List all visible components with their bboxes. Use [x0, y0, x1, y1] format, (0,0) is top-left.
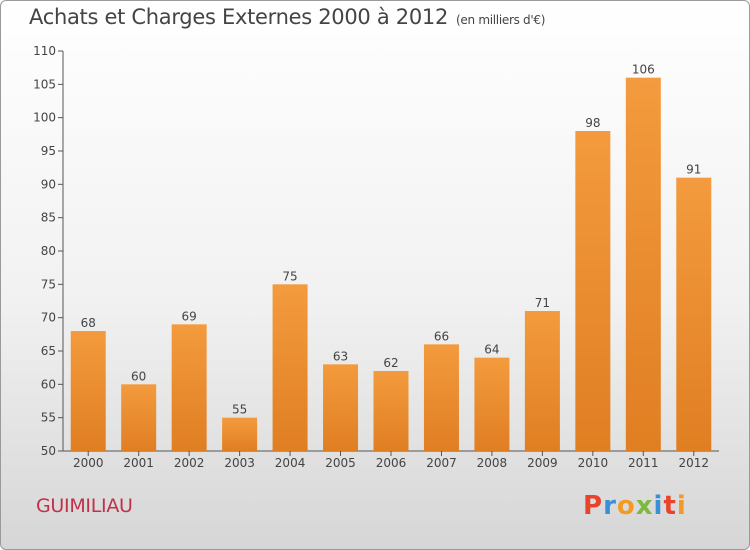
bar-value-label: 62 [383, 356, 398, 370]
commune-name: GUIMILIAU [36, 495, 133, 517]
bar-value-label: 64 [484, 343, 499, 357]
x-tick-label: 2004 [275, 456, 306, 470]
bar-value-label: 68 [81, 316, 96, 330]
y-tick-label: 100 [33, 111, 56, 125]
bar-value-label: 55 [232, 403, 247, 417]
bar [524, 311, 560, 451]
chart-title-text: Achats et Charges Externes 2000 à 2012 [29, 5, 449, 29]
bar-value-label: 106 [632, 63, 655, 77]
bar-value-label: 71 [535, 296, 550, 310]
y-tick-label: 50 [41, 444, 56, 458]
x-tick-label: 2011 [628, 456, 659, 470]
y-tick-label: 80 [41, 244, 56, 258]
x-tick-label: 2000 [73, 456, 104, 470]
y-tick-label: 105 [33, 77, 56, 91]
brand-letter: i [676, 491, 687, 521]
x-tick-label: 2010 [578, 456, 609, 470]
bar [423, 344, 459, 451]
bar [575, 131, 611, 451]
bar [323, 364, 359, 451]
bar [121, 384, 157, 451]
brand-letter: x [635, 491, 654, 521]
bar [171, 324, 207, 451]
chart-subtitle: (en milliers d'€) [456, 13, 546, 27]
y-tick-label: 90 [41, 177, 56, 191]
x-tick-label: 2005 [325, 456, 356, 470]
bar [222, 417, 258, 451]
brand-letter: P [583, 491, 604, 521]
proxiti-logo: Proxiti [583, 491, 687, 521]
chart-title: Achats et Charges Externes 2000 à 2012 (e… [29, 5, 545, 29]
bar-value-label: 98 [585, 116, 600, 130]
y-tick-label: 65 [41, 344, 56, 358]
x-tick-label: 2008 [477, 456, 508, 470]
bar-value-label: 69 [182, 309, 197, 323]
bar-value-label: 75 [282, 269, 297, 283]
bar [272, 284, 308, 451]
bar [373, 371, 409, 451]
brand-letter: t [663, 491, 677, 521]
x-tick-label: 2006 [376, 456, 407, 470]
y-tick-label: 55 [41, 411, 56, 425]
y-tick-label: 70 [41, 311, 56, 325]
bar [70, 331, 106, 451]
bar-value-label: 60 [131, 369, 146, 383]
y-tick-label: 60 [41, 377, 56, 391]
bar [676, 177, 712, 451]
brand-letter: o [616, 491, 636, 521]
x-tick-label: 2009 [527, 456, 558, 470]
bar-value-label: 63 [333, 349, 348, 363]
x-tick-label: 2003 [224, 456, 255, 470]
x-tick-label: 2002 [174, 456, 205, 470]
y-tick-label: 75 [41, 277, 56, 291]
x-tick-label: 2012 [678, 456, 709, 470]
brand-letter: r [603, 491, 617, 521]
x-tick-label: 2001 [123, 456, 154, 470]
y-tick-label: 110 [33, 44, 56, 58]
bar-value-label: 91 [686, 163, 701, 177]
bar [474, 357, 510, 451]
bar [625, 77, 661, 452]
bar-value-label: 66 [434, 329, 449, 343]
x-tick-label: 2007 [426, 456, 457, 470]
y-tick-label: 95 [41, 144, 56, 158]
y-tick-label: 85 [41, 211, 56, 225]
brand-letter: i [653, 491, 664, 521]
